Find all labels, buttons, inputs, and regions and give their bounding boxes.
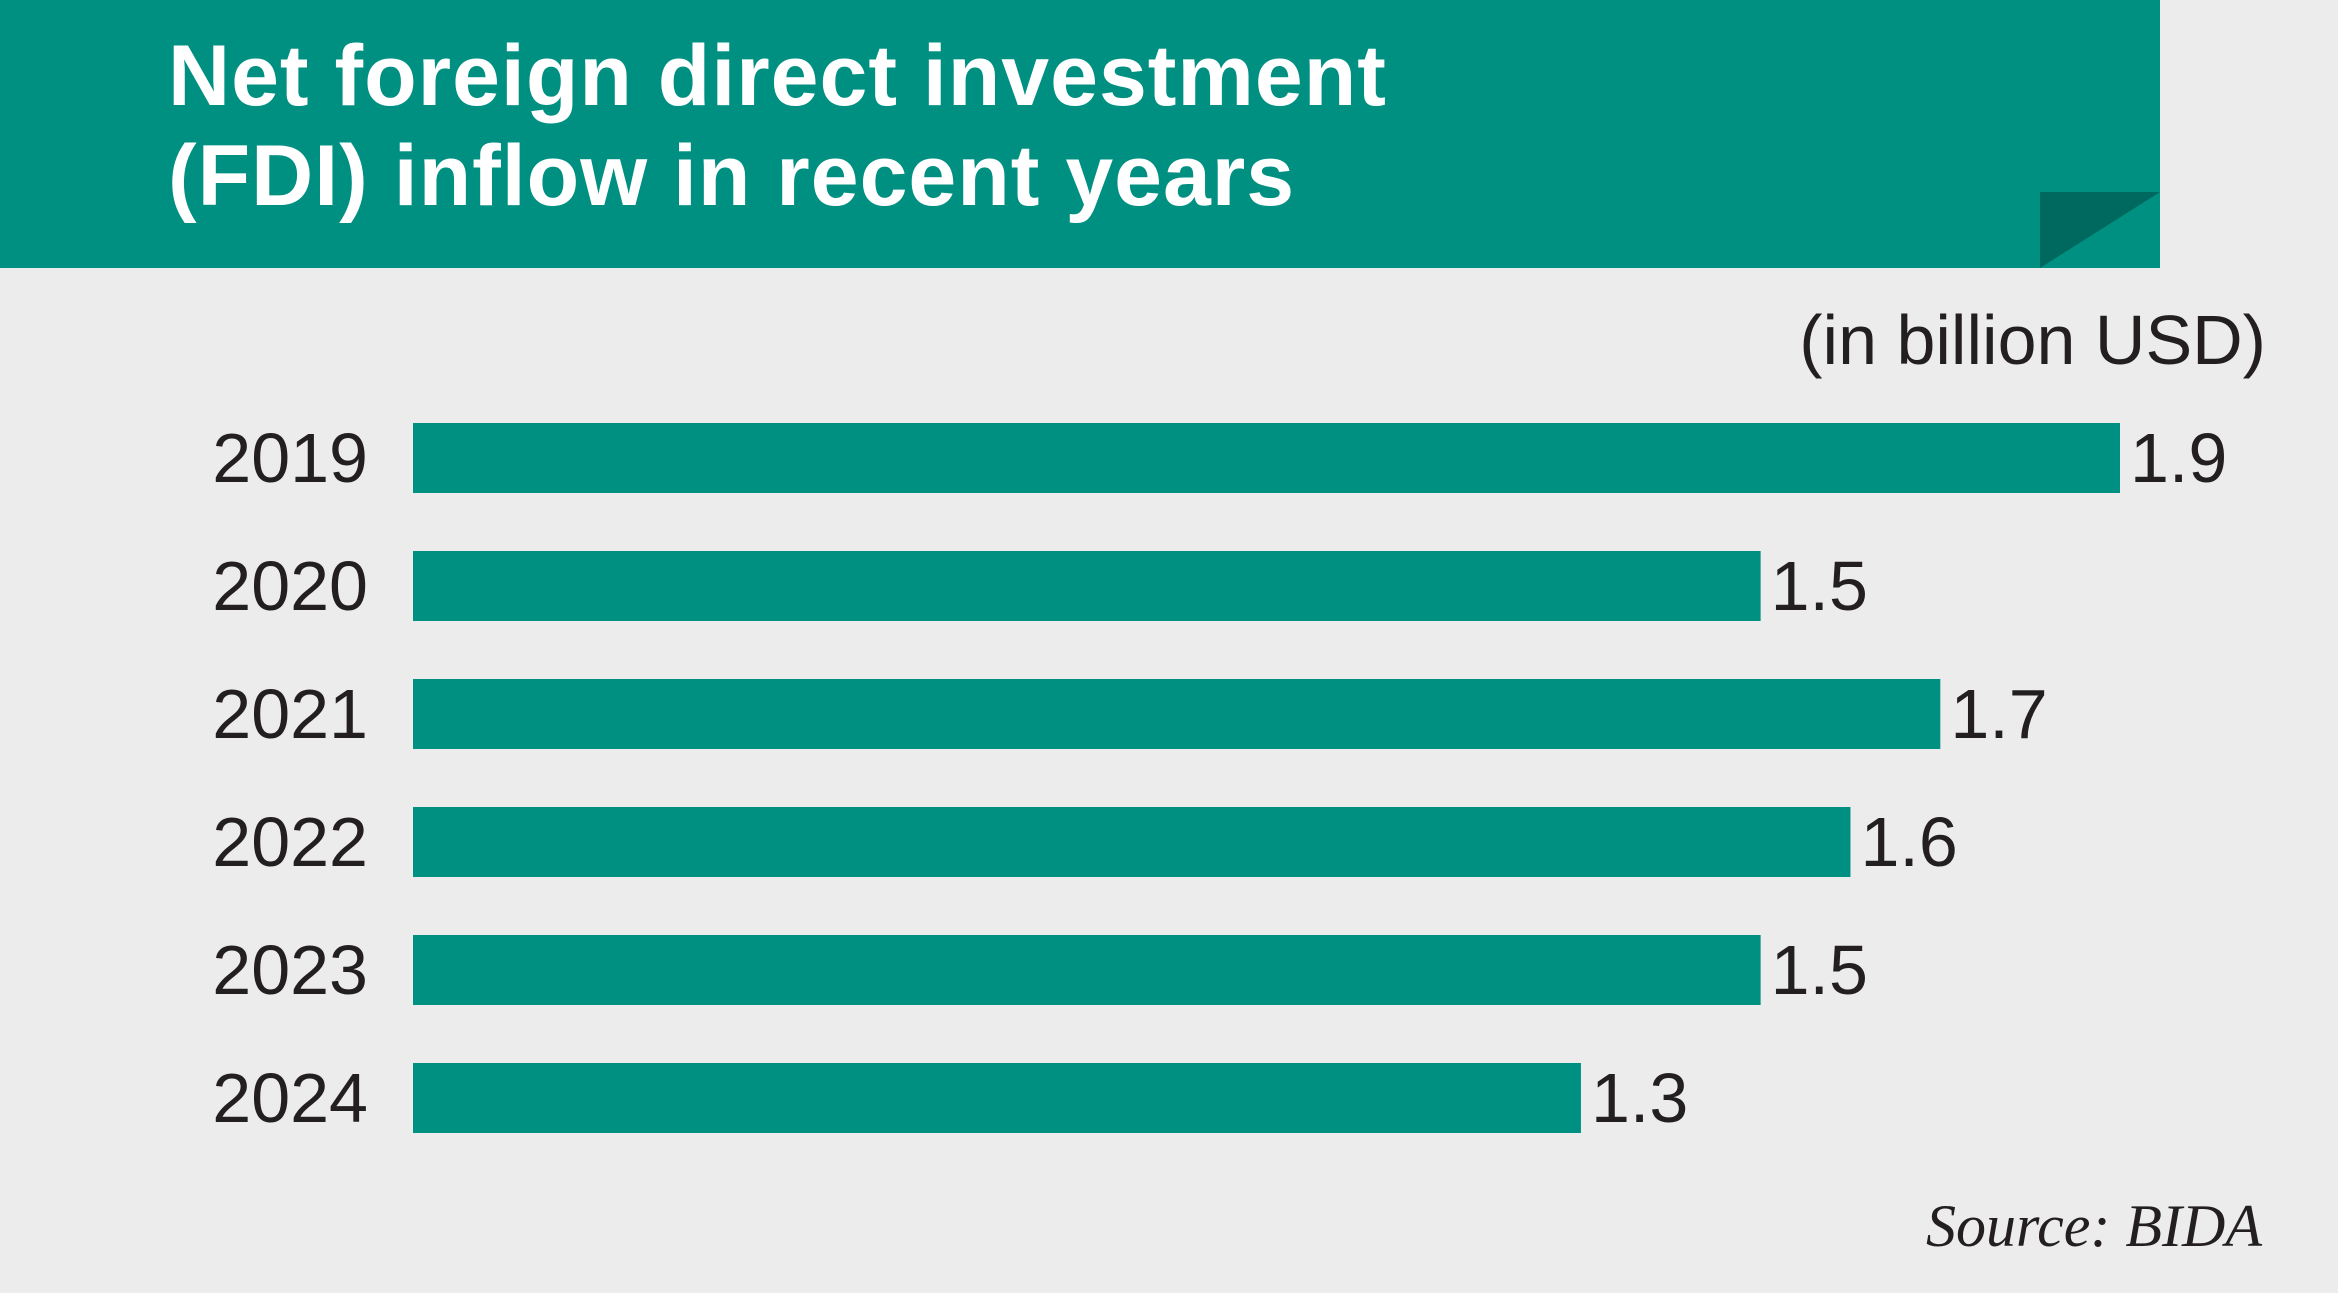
value-label-2019: 1.9 (2130, 419, 2227, 497)
bar-2023 (413, 935, 1761, 1005)
chart-title-line-1: Net foreign direct investment (168, 28, 1387, 124)
category-label-2021: 2021 (212, 675, 368, 753)
category-label-2024: 2024 (212, 1059, 368, 1137)
bar-2021 (413, 679, 1941, 749)
category-label-2022: 2022 (212, 803, 368, 881)
title-banner (0, 0, 2160, 268)
value-label-2022: 1.6 (1860, 803, 1957, 881)
value-label-2021: 1.7 (1950, 675, 2047, 753)
category-label-2020: 2020 (212, 547, 368, 625)
bar-2019 (413, 423, 2120, 493)
category-label-2023: 2023 (212, 931, 368, 1009)
chart-title-line-2: (FDI) inflow in recent years (168, 128, 1296, 224)
category-label-2019: 2019 (212, 419, 368, 497)
source-note: Source: BIDA (1926, 1193, 2262, 1259)
value-label-2023: 1.5 (1771, 931, 1868, 1009)
bar-2020 (413, 551, 1761, 621)
banner-fold-corner (2040, 192, 2160, 268)
bar-2022 (413, 807, 1851, 877)
value-label-2020: 1.5 (1771, 547, 1868, 625)
value-label-2024: 1.3 (1591, 1059, 1688, 1137)
bar-2024 (413, 1063, 1581, 1133)
unit-label: (in billion USD) (1799, 301, 2266, 379)
